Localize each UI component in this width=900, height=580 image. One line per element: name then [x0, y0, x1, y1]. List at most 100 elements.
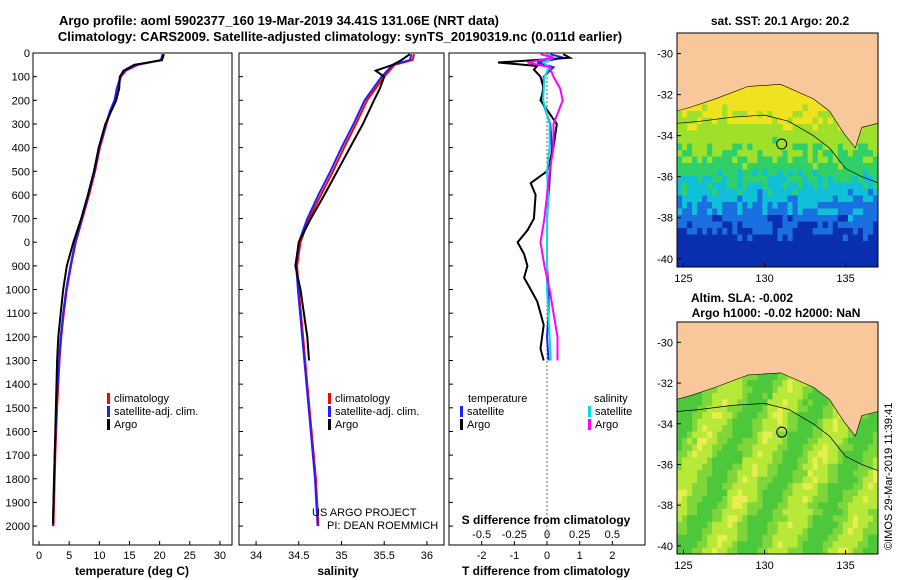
- salinity-axes-frame: [238, 52, 445, 546]
- legend-swatch: [588, 406, 591, 417]
- x-tick-label: 5: [66, 550, 72, 562]
- legend-title-salinity: salinity: [594, 393, 628, 405]
- salinity-xlabel: salinity: [317, 564, 359, 578]
- depth-tick-label: 1900: [6, 497, 30, 509]
- series-line-s-satellite: [541, 53, 556, 361]
- lat-tick-label: -36: [657, 172, 673, 184]
- x-tick-label: 10: [93, 550, 105, 562]
- x-tick-label: 20: [154, 550, 166, 562]
- legend-label: Argo: [595, 419, 618, 431]
- lon-tick-label: 135: [836, 560, 854, 572]
- legend-label: Argo: [335, 419, 358, 431]
- lat-tick-label: -30: [657, 337, 673, 349]
- x-tick-label: -1: [509, 550, 519, 562]
- temperature-x-axis: 0 5 10 15 20 25 30: [36, 541, 226, 562]
- lat-tick-label: -38: [657, 213, 673, 225]
- legend-label: Argo: [467, 419, 490, 431]
- series-line-climatology: [296, 53, 416, 527]
- x-tick-label: 34: [250, 550, 262, 562]
- s-tick-label: 0.25: [569, 529, 590, 541]
- s-difference-x-axis: -0.5 -0.25 0 0.25 0.5: [472, 529, 620, 541]
- legend-label: climatology: [114, 393, 170, 405]
- lat-tick-label: -40: [657, 254, 673, 266]
- lat-tick-label: -40: [657, 541, 673, 553]
- lat-tick-label: -32: [657, 378, 673, 390]
- legend-swatch: [588, 419, 591, 430]
- temperature-xlabel: temperature (deg C): [75, 564, 189, 578]
- land: [677, 33, 878, 149]
- series-line-argo: [294, 53, 411, 361]
- sla-map-title-1: Altim. SLA: -0.002: [691, 291, 793, 305]
- sla-map-title-2: Argo h1000: -0.02 h2000: NaN: [692, 306, 861, 320]
- s-tick-label: -0.25: [502, 529, 527, 541]
- depth-tick-label: 200: [12, 95, 30, 107]
- difference-legend: temperature salinitysatelliteArgosatellit…: [460, 393, 632, 431]
- lat-tick-label: -36: [657, 459, 673, 471]
- legend-swatch: [107, 406, 110, 417]
- argo-marker: [776, 426, 788, 438]
- depth-tick-label: 0: [24, 237, 30, 249]
- x-tick-label: 1: [577, 550, 583, 562]
- legend-title-temperature: temperature: [468, 393, 527, 405]
- lon-tick-label: 135: [836, 273, 854, 285]
- legend-label: satellite: [467, 406, 504, 418]
- lat-tick-label: -32: [657, 90, 673, 102]
- credit-pi: PI: DEAN ROEMMICH: [327, 520, 438, 532]
- x-tick-label: 0: [36, 550, 42, 562]
- legend-swatch: [460, 419, 463, 430]
- lon-tick-label: 130: [755, 273, 773, 285]
- depth-tick-label: 700: [12, 214, 30, 226]
- legend-swatch: [107, 393, 110, 404]
- legend-label: satellite-adj. clim.: [335, 406, 419, 418]
- isobath: [677, 403, 878, 471]
- depth-tick-label: 100: [12, 72, 30, 84]
- legend-swatch: [328, 393, 331, 404]
- difference-panel: -2 -1 0 1 2 -0.5 -0.25 0 0.25 0.5 T difference f…: [448, 52, 646, 578]
- sst-field: [677, 33, 878, 267]
- sla-field: [677, 322, 878, 554]
- x-tick-label: 0: [544, 550, 550, 562]
- title-line-2: Climatology: CARS2009. Satellite-adjuste…: [58, 29, 622, 44]
- series-line-satellite-adj-clim-: [51, 53, 164, 527]
- depth-tick-label: 400: [12, 143, 30, 155]
- title-line-1: Argo profile: aoml 5902377_160 19-Mar-20…: [59, 13, 499, 28]
- lat-tick-label: -38: [657, 500, 673, 512]
- depth-tick-label: 1100: [6, 308, 30, 320]
- depth-tick-label: 0: [24, 48, 30, 60]
- legend-label: satellite-adj. clim.: [114, 406, 198, 418]
- s-tick-label: -0.5: [472, 529, 491, 541]
- depth-tick-label: 300: [12, 119, 30, 131]
- depth-tick-label: 500: [12, 166, 30, 178]
- series-line-t-argo: [497, 53, 574, 361]
- depth-tick-label: 600: [12, 190, 30, 202]
- credit-project: US ARGO PROJECT: [312, 507, 417, 519]
- depth-tick-label: 1600: [6, 426, 30, 438]
- legend-swatch: [460, 406, 463, 417]
- x-tick-label: 25: [184, 550, 196, 562]
- depth-tick-label: 1200: [6, 332, 30, 344]
- series-line-s-argo: [527, 53, 564, 361]
- depth-tick-label: 1300: [6, 356, 30, 368]
- temperature-series: [51, 53, 165, 527]
- x-tick-label: 35.5: [373, 550, 394, 562]
- legend-swatch: [328, 406, 331, 417]
- legend-label: satellite: [595, 406, 632, 418]
- imos-credit: ©IMOS 29-Mar-2019 11:39:41: [883, 403, 895, 550]
- land: [677, 322, 878, 437]
- lat-tick-label: -34: [657, 419, 673, 431]
- legend-label: climatology: [335, 393, 391, 405]
- legend-label: Argo: [114, 419, 137, 431]
- temperature-axes-frame: [32, 52, 233, 546]
- depth-tick-label: 1400: [6, 379, 30, 391]
- difference-series: [497, 53, 574, 545]
- s-tick-label: 0.5: [605, 529, 620, 541]
- series-line-satellite-adj-clim-: [295, 53, 413, 527]
- x-tick-label: 36: [421, 550, 433, 562]
- x-tick-label: 30: [214, 550, 226, 562]
- isobath: [677, 114, 878, 184]
